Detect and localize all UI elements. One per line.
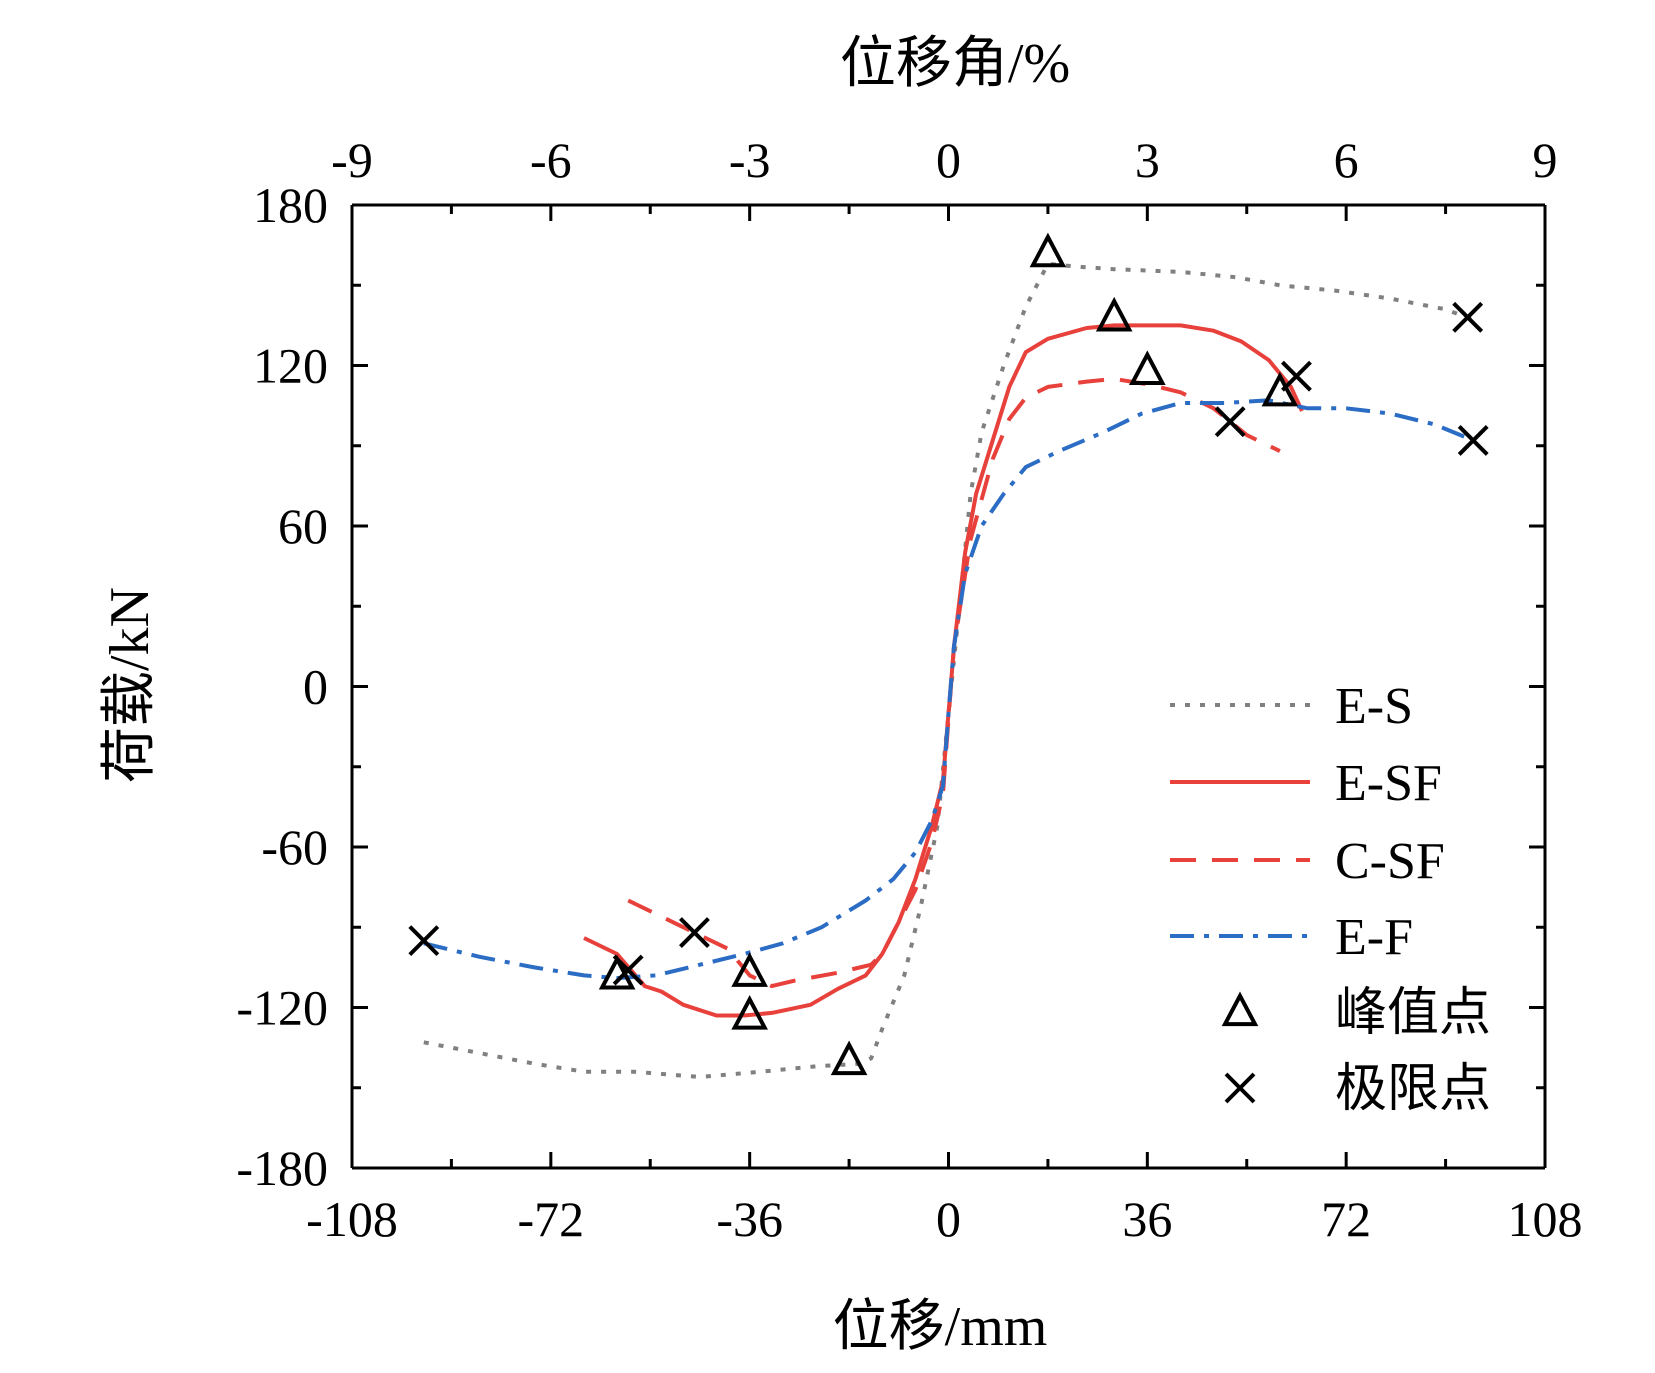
cross-stroke bbox=[1281, 360, 1312, 392]
x2-tick-label: -6 bbox=[530, 132, 572, 188]
series-lines bbox=[423, 261, 1474, 1079]
cross-stroke bbox=[1452, 301, 1484, 333]
y-tick-label: -120 bbox=[236, 980, 328, 1036]
cross-stroke bbox=[1457, 424, 1489, 456]
legend-label-e-sf: E-SF bbox=[1335, 755, 1442, 812]
point-markers bbox=[408, 232, 1489, 1076]
ultimate-point-marker bbox=[1214, 406, 1246, 438]
series-line-e-f bbox=[423, 398, 1474, 981]
cross-stroke bbox=[408, 925, 440, 957]
x-tick-label: 72 bbox=[1321, 1191, 1371, 1247]
cross-stroke bbox=[1224, 1072, 1256, 1104]
peak-point-marker bbox=[1095, 296, 1133, 332]
top-axis-title: 位移角/% bbox=[840, 33, 1070, 95]
series-line-c-sf bbox=[627, 376, 1281, 989]
y-tick-label: 60 bbox=[278, 498, 328, 554]
x2-tick-label: -9 bbox=[331, 132, 373, 188]
series-line-e-sf bbox=[583, 323, 1304, 1018]
x-axis-title: 位移/mm bbox=[833, 1296, 1048, 1358]
y-tick-label: -180 bbox=[236, 1140, 328, 1196]
y-tick-label: -60 bbox=[261, 819, 328, 875]
cross-stroke bbox=[1214, 406, 1246, 438]
y-tick-label: 0 bbox=[303, 659, 328, 715]
x-tick-label: -108 bbox=[306, 1191, 398, 1247]
legend-label-e-f: E-F bbox=[1335, 909, 1413, 966]
legend-label-e-s: E-S bbox=[1335, 678, 1413, 735]
cross-stroke bbox=[679, 917, 710, 949]
x-tick-label: -72 bbox=[518, 1191, 585, 1247]
legend-label-peak: 峰值点 bbox=[1335, 985, 1491, 1042]
x2-tick-label: -3 bbox=[729, 132, 771, 188]
peak-point-marker bbox=[1129, 350, 1166, 385]
series-line-e-s bbox=[423, 261, 1474, 1079]
x-tick-label: -36 bbox=[716, 1191, 783, 1247]
x2-tick-label: 6 bbox=[1334, 132, 1359, 188]
legend-ultimate-marker bbox=[1224, 1072, 1256, 1104]
legend-label-c-sf: C-SF bbox=[1335, 833, 1445, 890]
ultimate-point-marker bbox=[408, 925, 440, 957]
peak-point-marker bbox=[731, 952, 768, 987]
ultimate-point-marker bbox=[612, 954, 644, 986]
axis-ticks: -108 -72 -36 0 36 72 108-9 -6 -3 0 3 6 9-180-120-600… bbox=[236, 132, 1582, 1247]
y-axis-title: 荷载/kN bbox=[99, 587, 161, 783]
x-tick-label: 36 bbox=[1122, 1191, 1172, 1247]
ultimate-point-marker bbox=[1281, 360, 1312, 392]
x2-tick-label: 0 bbox=[936, 132, 961, 188]
peak-point-marker bbox=[731, 995, 768, 1030]
y-tick-label: 180 bbox=[253, 177, 328, 233]
x-tick-label: 0 bbox=[936, 1191, 961, 1247]
ultimate-point-marker bbox=[679, 917, 710, 949]
peak-point-marker bbox=[1029, 232, 1067, 268]
x-tick-label: 108 bbox=[1508, 1191, 1583, 1247]
legend-peak-marker bbox=[1221, 991, 1259, 1027]
ultimate-point-marker bbox=[1452, 301, 1484, 333]
ultimate-point-marker bbox=[1457, 424, 1489, 456]
y-tick-label: 120 bbox=[253, 338, 328, 394]
legend-label-ultimate: 极限点 bbox=[1335, 1061, 1491, 1118]
cross-stroke bbox=[612, 954, 644, 986]
peak-point-marker bbox=[830, 1040, 868, 1076]
x2-tick-label: 9 bbox=[1533, 132, 1558, 188]
peak-point-marker bbox=[1261, 371, 1299, 407]
x2-tick-label: 3 bbox=[1135, 132, 1160, 188]
